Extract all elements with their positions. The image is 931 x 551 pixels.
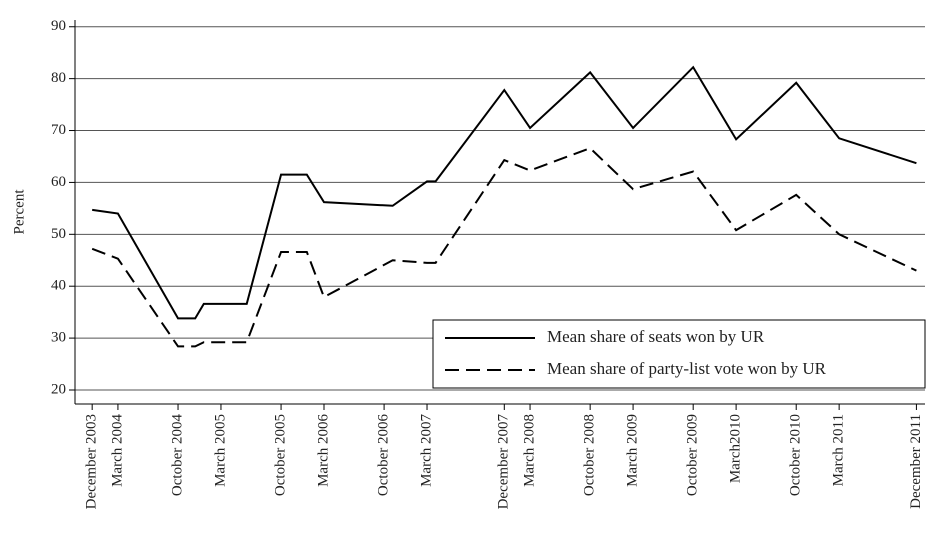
x-tick-label: March 2006 bbox=[315, 414, 331, 487]
x-tick-label: March 2008 bbox=[521, 414, 537, 487]
x-tick-label: March 2011 bbox=[831, 414, 847, 486]
x-tick-label: March 2007 bbox=[418, 414, 434, 487]
x-tick-label: March 2009 bbox=[625, 414, 641, 487]
x-tick-label: December 2003 bbox=[84, 414, 100, 509]
x-tick-label: March 2005 bbox=[212, 414, 228, 487]
y-tick-label: 60 bbox=[51, 174, 66, 190]
x-tick-label: October 2009 bbox=[685, 414, 701, 496]
y-tick-label: 50 bbox=[51, 226, 66, 242]
series-line bbox=[92, 65, 917, 320]
y-tick-label: 40 bbox=[51, 278, 66, 294]
x-tick-label: October 2008 bbox=[582, 414, 598, 496]
x-tick-label: December 2007 bbox=[496, 414, 512, 510]
legend-label: Mean share of seats won by UR bbox=[547, 327, 765, 346]
y-tick-label: 30 bbox=[51, 330, 66, 346]
x-tick-label: October 2004 bbox=[169, 414, 185, 497]
y-tick-label: 80 bbox=[51, 70, 66, 86]
x-tick-label: October 2005 bbox=[272, 414, 288, 496]
x-tick-label: October 2010 bbox=[788, 414, 804, 496]
x-tick-label: October 2006 bbox=[376, 414, 392, 497]
y-axis-label: Percent bbox=[11, 189, 27, 235]
legend-box bbox=[432, 319, 926, 389]
legend-label: Mean share of party-list vote won by UR bbox=[547, 359, 827, 378]
x-tick-label: March2010 bbox=[728, 414, 744, 483]
y-tick-label: 90 bbox=[51, 18, 66, 34]
series-line bbox=[91, 147, 917, 348]
x-tick-label: March 2004 bbox=[109, 414, 125, 487]
y-tick-label: 20 bbox=[51, 381, 66, 397]
y-tick-label: 70 bbox=[51, 122, 66, 138]
x-tick-label: December 2011 bbox=[908, 414, 924, 509]
